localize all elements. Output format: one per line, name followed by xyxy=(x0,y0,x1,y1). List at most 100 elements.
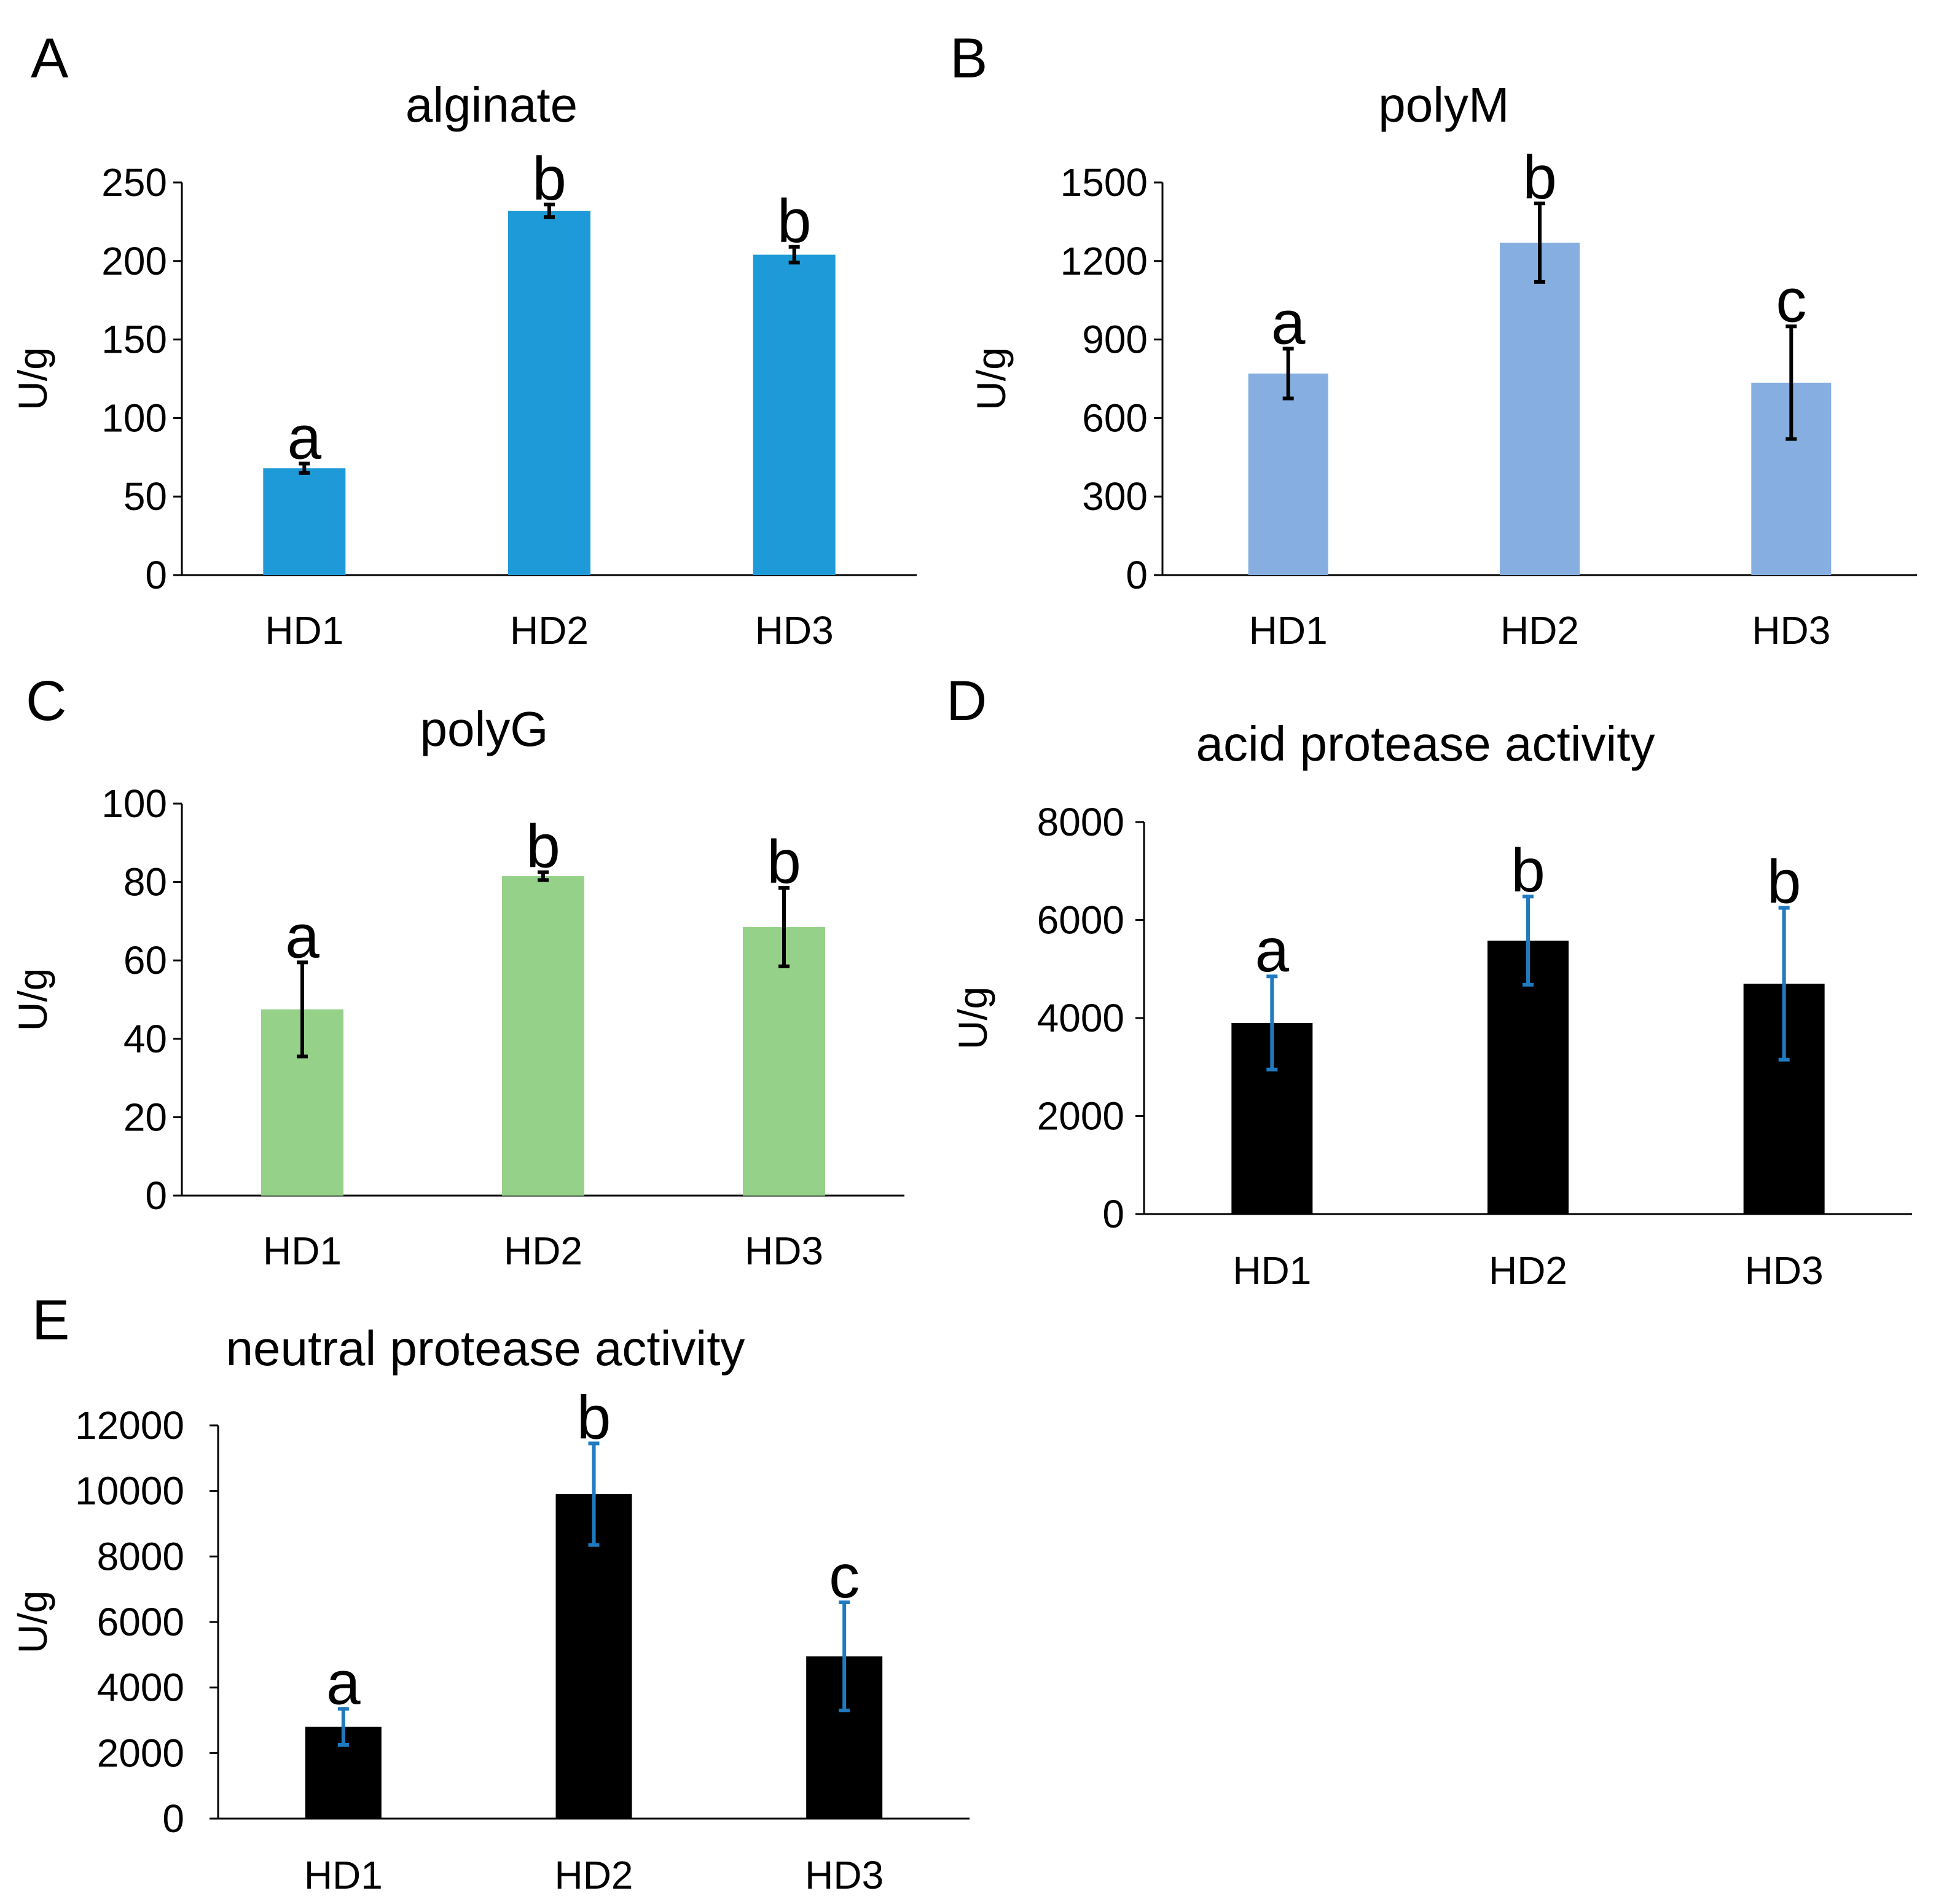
y-tick-label: 4000 xyxy=(97,1666,184,1710)
error-bar-hd2 xyxy=(544,202,555,219)
y-tick-label: 0 xyxy=(145,1173,167,1218)
x-category-label: HD1 xyxy=(265,608,343,652)
x-category-label: HD2 xyxy=(510,608,589,652)
x-category-label: HD1 xyxy=(1249,608,1328,652)
error-bar-hd3 xyxy=(778,886,790,968)
significance-letter: c xyxy=(829,1542,860,1611)
y-tick-label: 80 xyxy=(123,860,167,904)
x-category-label: HD2 xyxy=(1489,1248,1567,1293)
significance-letter: b xyxy=(1511,836,1545,905)
significance-letter: b xyxy=(777,187,812,256)
y-tick-label: 1500 xyxy=(1060,160,1148,205)
x-category-label: HD3 xyxy=(755,608,834,652)
significance-letter: a xyxy=(1255,916,1290,985)
y-tick-label: 8000 xyxy=(1037,800,1124,844)
bar-hd2 xyxy=(555,1494,632,1819)
error-bar-hd3 xyxy=(839,1600,850,1712)
chart-title: neutral protease activity xyxy=(226,1321,745,1376)
y-tick-label: 2000 xyxy=(97,1731,184,1775)
y-tick-label: 200 xyxy=(101,239,167,283)
y-tick-label: 150 xyxy=(101,318,167,362)
bar-hd1 xyxy=(263,468,346,575)
y-tick-label: 900 xyxy=(1082,318,1148,362)
y-tick-label: 20 xyxy=(123,1095,167,1139)
chart-title: acid protease activity xyxy=(1196,716,1655,771)
x-category-label: HD3 xyxy=(805,1853,884,1897)
significance-letter: a xyxy=(285,902,319,971)
error-bar-hd2 xyxy=(588,1441,600,1547)
x-category-label: HD2 xyxy=(504,1229,582,1273)
y-axis-title: U/g xyxy=(968,347,1014,410)
x-category-label: HD1 xyxy=(304,1853,383,1897)
error-bar-hd1 xyxy=(299,461,310,475)
chart-title: polyG xyxy=(420,702,549,756)
x-category-label: HD2 xyxy=(1500,608,1579,652)
y-tick-label: 0 xyxy=(1126,553,1148,597)
y-tick-label: 50 xyxy=(123,474,167,519)
significance-letter: a xyxy=(326,1648,361,1717)
x-category-label: HD3 xyxy=(1752,608,1830,652)
significance-letter: c xyxy=(1776,266,1806,335)
bar-hd1 xyxy=(1248,373,1328,575)
y-tick-label: 40 xyxy=(123,1017,167,1061)
significance-letter: b xyxy=(1523,143,1557,212)
error-bar-hd1 xyxy=(337,1707,349,1747)
y-axis-title: U/g xyxy=(10,347,55,410)
y-tick-label: 1200 xyxy=(1060,239,1148,283)
x-category-label: HD3 xyxy=(745,1229,823,1273)
bar-hd3 xyxy=(753,254,836,575)
panel-letter: E xyxy=(32,1289,69,1352)
chart-title: alginate xyxy=(406,77,578,132)
y-tick-label: 0 xyxy=(1102,1192,1124,1236)
error-bar-hd2 xyxy=(538,870,549,882)
y-tick-label: 0 xyxy=(162,1796,184,1841)
y-tick-label: 300 xyxy=(1082,474,1148,519)
y-tick-label: 2000 xyxy=(1037,1094,1124,1138)
bar-hd3 xyxy=(743,927,825,1196)
error-bar-hd3 xyxy=(1778,906,1790,1062)
significance-letter: b xyxy=(532,144,566,213)
panel-letter: B xyxy=(950,27,987,90)
significance-letter: b xyxy=(526,812,560,881)
error-bar-hd1 xyxy=(297,960,308,1059)
bar-hd2 xyxy=(508,211,590,575)
x-category-label: HD1 xyxy=(1233,1248,1311,1293)
y-axis-title: U/g xyxy=(950,987,995,1050)
y-tick-label: 250 xyxy=(101,160,167,205)
y-tick-label: 600 xyxy=(1082,396,1148,440)
y-tick-label: 60 xyxy=(123,938,167,982)
y-tick-label: 4000 xyxy=(1037,996,1124,1040)
y-tick-label: 10000 xyxy=(75,1469,184,1513)
significance-letter: b xyxy=(1767,848,1801,917)
significance-letter: b xyxy=(577,1383,611,1452)
bar-hd2 xyxy=(1500,242,1580,576)
significance-letter: b xyxy=(767,828,801,896)
panel-letter: D xyxy=(946,670,987,732)
chart-title: polyM xyxy=(1378,77,1509,132)
bar-hd2 xyxy=(502,876,584,1196)
error-bar-hd1 xyxy=(1266,974,1278,1071)
error-bar-hd3 xyxy=(788,245,800,265)
y-tick-label: 6000 xyxy=(97,1600,184,1644)
error-bar-hd2 xyxy=(1534,202,1545,284)
significance-letter: a xyxy=(288,404,322,472)
x-category-label: HD1 xyxy=(263,1229,342,1273)
y-tick-label: 0 xyxy=(145,553,167,597)
panel-letter: A xyxy=(31,27,69,90)
significance-letter: a xyxy=(1271,289,1306,358)
y-tick-label: 6000 xyxy=(1037,898,1124,942)
panel-letter: C xyxy=(26,670,66,732)
error-bar-hd1 xyxy=(1282,347,1294,401)
y-tick-label: 8000 xyxy=(97,1534,184,1578)
x-category-label: HD2 xyxy=(554,1853,633,1897)
y-tick-label: 12000 xyxy=(75,1403,184,1448)
y-tick-label: 100 xyxy=(101,782,167,826)
x-category-label: HD3 xyxy=(1745,1248,1824,1293)
error-bar-hd3 xyxy=(1785,324,1797,441)
